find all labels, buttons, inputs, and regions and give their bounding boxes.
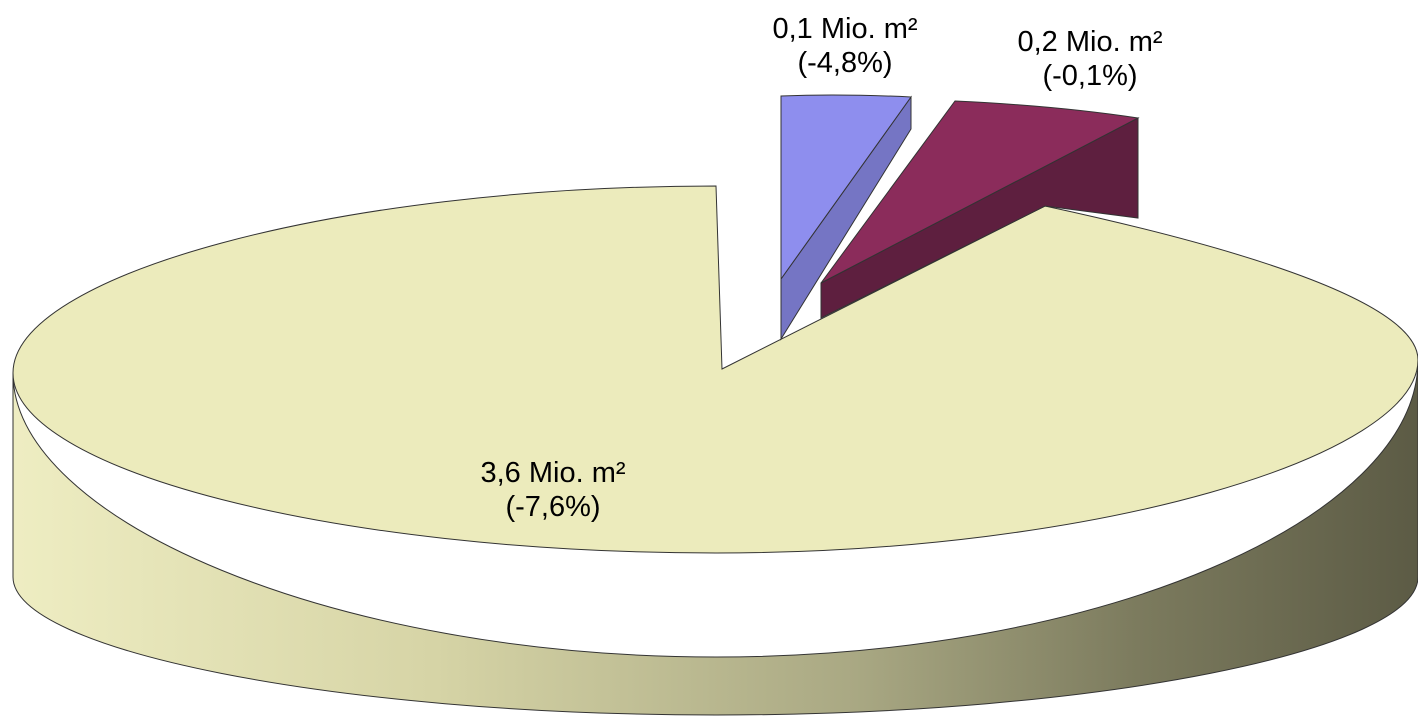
data-label-large: 3,6 Mio. m² (-7,6%) bbox=[480, 456, 625, 524]
data-label-medium-red-value: 0,2 Mio. m² bbox=[1017, 26, 1163, 58]
data-label-medium-red-change: (-0,1%) bbox=[1042, 60, 1138, 92]
data-label-large-change: (-7,6%) bbox=[505, 491, 601, 523]
data-label-small-blue-change: (-4,8%) bbox=[797, 47, 893, 79]
data-label-small-blue: 0,1 Mio. m² (-4,8%) bbox=[772, 12, 917, 80]
data-label-large-value: 3,6 Mio. m² bbox=[480, 457, 626, 489]
data-label-medium-red: 0,2 Mio. m² (-0,1%) bbox=[1017, 25, 1162, 93]
slice-small-blue-top bbox=[780, 94, 912, 281]
data-label-small-blue-value: 0,1 Mio. m² bbox=[772, 13, 918, 45]
slice-large-top bbox=[12, 185, 1418, 554]
slice-medium-red-top bbox=[820, 100, 1140, 284]
